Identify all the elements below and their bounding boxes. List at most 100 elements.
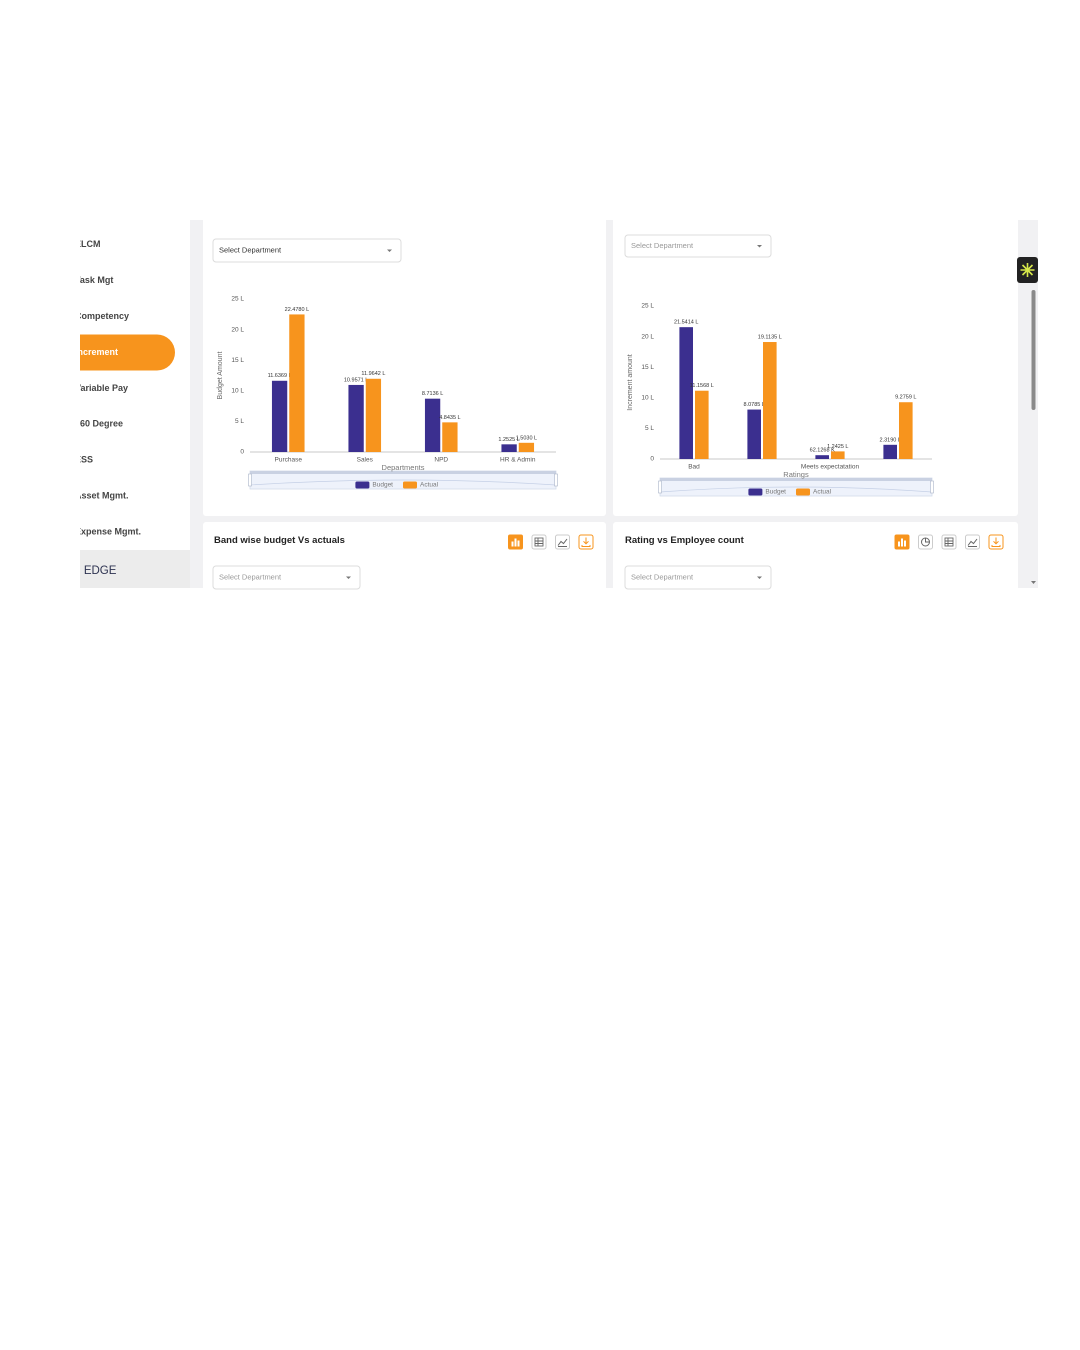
settings-button[interactable] <box>814 685 834 705</box>
nav-item[interactable]: 360 Degree <box>54 419 123 429</box>
department-select[interactable]: Select Department <box>211 869 354 891</box>
tool-table[interactable] <box>532 199 546 213</box>
floating-widget[interactable] <box>999 820 1020 846</box>
user-menu-caret[interactable] <box>939 692 946 695</box>
nav-item[interactable]: ELCM <box>54 804 100 814</box>
nav-item[interactable]: Competency <box>54 875 128 885</box>
tool-table[interactable] <box>942 199 956 213</box>
department-select[interactable]: Select Department <box>615 878 797 900</box>
department-select[interactable]: Select Department <box>212 238 402 263</box>
range-slider[interactable] <box>247 1108 547 1126</box>
tool-pie[interactable] <box>918 534 933 550</box>
tool-download[interactable] <box>570 838 584 852</box>
tool-download[interactable] <box>989 199 1003 213</box>
nav-item[interactable]: Asset Mgmt. <box>54 490 129 500</box>
menu-toggle[interactable] <box>167 687 183 703</box>
range-slider[interactable] <box>247 782 547 800</box>
nav-item[interactable]: ESS <box>54 1016 92 1026</box>
nav-item[interactable]: Expense Mgmt. <box>54 1087 140 1097</box>
tool-line[interactable] <box>965 534 980 550</box>
tool-line[interactable] <box>555 534 570 550</box>
nav-item[interactable]: ELCM <box>54 239 101 249</box>
tool-download[interactable] <box>579 199 593 213</box>
settings-button[interactable] <box>827 118 847 138</box>
powered-logo: Phi EDGE <box>64 1125 116 1137</box>
avatar[interactable] <box>846 685 866 705</box>
tool-download[interactable] <box>975 838 989 852</box>
nav-item[interactable]: Variable Pay <box>54 383 128 393</box>
range-slider[interactable] <box>652 782 950 800</box>
bar <box>264 745 276 763</box>
nav-item[interactable]: PMS <box>54 769 94 779</box>
tool-line[interactable] <box>966 199 980 213</box>
bell-icon[interactable] <box>788 690 798 701</box>
tool-table[interactable] <box>929 838 943 852</box>
tool-table[interactable] <box>941 534 957 550</box>
tool-glyph <box>550 842 559 849</box>
tool-table[interactable] <box>531 534 547 550</box>
range-handle[interactable] <box>651 785 654 797</box>
nav-item[interactable]: Increment <box>40 898 173 933</box>
tool-glyph <box>581 537 591 547</box>
bar <box>365 378 382 452</box>
range-handle[interactable] <box>248 473 252 487</box>
tool-line[interactable] <box>952 838 966 852</box>
menu-toggle[interactable] <box>169 120 185 136</box>
card-title: Budget vs actual Increment <box>220 204 345 215</box>
nav-item[interactable]: ESS <box>54 455 93 465</box>
tool-bar[interactable] <box>501 838 516 853</box>
scrollbar-thumb[interactable] <box>1016 1015 1020 1136</box>
range-handle[interactable] <box>949 785 952 797</box>
department-select[interactable]: Select Department <box>624 565 772 590</box>
scroll-arrow[interactable] <box>1015 1140 1020 1143</box>
range-handle[interactable] <box>658 480 662 494</box>
nav-item[interactable]: My Home <box>54 733 114 743</box>
logo-text: Phi EDGE <box>74 115 161 136</box>
scrollbar-thumb[interactable] <box>1031 290 1036 410</box>
y-tick-label: 10 L <box>229 1056 242 1063</box>
tool-line[interactable] <box>547 838 561 852</box>
tool-bar[interactable] <box>894 534 910 550</box>
tool-bar[interactable] <box>508 534 523 550</box>
tool-bar[interactable] <box>918 199 933 214</box>
range-handle[interactable] <box>949 1109 952 1121</box>
range-handle[interactable] <box>651 1109 654 1121</box>
tool-bar[interactable] <box>508 199 523 214</box>
y-tick-label: 30 L <box>229 996 242 1003</box>
tool-download[interactable] <box>988 534 1004 550</box>
avatar[interactable] <box>859 118 879 138</box>
range-handle[interactable] <box>545 785 548 797</box>
range-handle[interactable] <box>930 480 934 494</box>
scroll-arrow[interactable] <box>1015 717 1020 720</box>
user-menu-caret[interactable] <box>954 126 961 130</box>
menu-toggle-glyph <box>174 125 180 131</box>
range-handle[interactable] <box>545 1111 548 1123</box>
nav-item[interactable]: Task Mgt <box>54 275 113 285</box>
range-handle[interactable] <box>245 785 248 797</box>
tool-bg <box>579 199 593 213</box>
department-select[interactable]: Select Department <box>624 234 772 258</box>
bell-icon[interactable] <box>800 124 810 135</box>
nav-item[interactable]: Expense Mgmt. <box>54 526 141 536</box>
nav-item[interactable]: My Home <box>54 167 115 177</box>
data-label: 14 <box>672 940 678 946</box>
range-handle[interactable] <box>246 1111 249 1123</box>
nav-item[interactable]: Variable Pay <box>54 945 127 955</box>
department-select[interactable]: Select Department <box>212 565 361 590</box>
nav-item[interactable]: PMS <box>54 203 95 213</box>
scroll-arrow[interactable] <box>1031 581 1036 584</box>
tool-line[interactable] <box>556 199 570 213</box>
nav-item[interactable]: 360 Degree <box>54 981 122 991</box>
nav-item[interactable]: Asset Mgmt. <box>54 1051 127 1061</box>
tool-glyph <box>914 844 916 850</box>
nav-item[interactable]: Increment <box>40 334 175 371</box>
range-handle[interactable] <box>554 473 558 487</box>
tool-table[interactable] <box>524 838 538 852</box>
legend-swatch <box>740 1116 754 1123</box>
nav-item[interactable]: Competency <box>54 311 129 321</box>
nav-item[interactable]: Task Mgt <box>54 839 112 849</box>
range-slider[interactable] <box>652 1106 950 1124</box>
tool-bar[interactable] <box>905 838 920 853</box>
scroll-arrow[interactable] <box>1031 151 1036 154</box>
tool-download[interactable] <box>578 534 594 550</box>
